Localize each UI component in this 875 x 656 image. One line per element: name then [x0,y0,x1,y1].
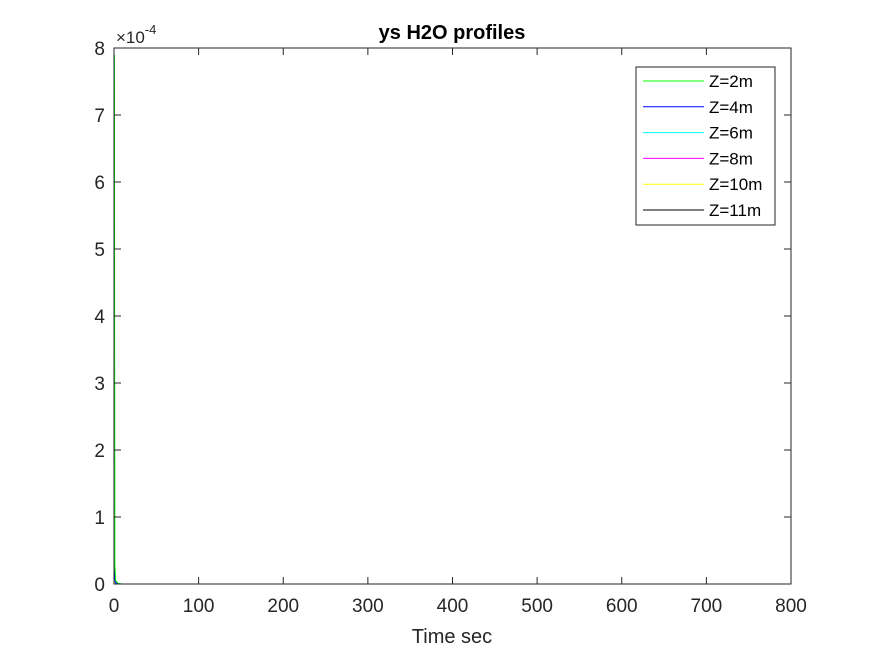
legend-box [635,66,776,226]
x-tick-label: 400 [437,596,469,617]
x-tick-label: 600 [606,596,638,617]
y-exponent-power: -4 [145,22,157,37]
x-tick-label: 800 [775,596,807,617]
legend-items: Z=2m Z=4m Z=6m Z=8m Z=10m Z=11m [643,72,762,220]
legend[interactable]: Z=2m Z=4m Z=6m Z=8m Z=10m Z=11m [635,66,776,226]
y-exponent-label: ×10-4 [116,22,156,47]
x-tick-label: 700 [691,596,723,617]
y-tick-label: 6 [94,173,105,194]
y-tick-label: 0 [94,575,105,596]
y-tick-label: 1 [94,508,105,529]
legend-label-z-8m: Z=8m [709,149,753,168]
y-tick-label: 5 [94,240,105,261]
tick-layer: 0 100 200 300 400 500 600 700 800 0 1 2 3 4 5 6 7 8 [94,39,806,617]
x-tick-label: 300 [352,596,384,617]
legend-label-z-6m: Z=6m [709,124,753,143]
y-tick-label: 3 [94,374,105,395]
chart-title: ys H2O profiles [379,22,526,44]
y-tick-label: 8 [94,39,105,60]
x-axis-label: Time sec [412,626,492,648]
x-tick-label: 500 [521,596,553,617]
y-exponent-base: ×10 [116,28,145,47]
legend-label-z-10m: Z=10m [709,175,762,194]
y-tick-label: 4 [94,307,105,328]
y-tick-label: 2 [94,441,105,462]
y-tick-label: 7 [94,106,105,127]
x-tick-label: 0 [109,596,120,617]
legend-label-z-4m: Z=4m [709,98,753,117]
legend-label-z-2m: Z=2m [709,72,753,91]
x-tick-label: 100 [183,596,215,617]
x-tick-label: 200 [267,596,299,617]
legend-label-z-11m: Z=11m [709,201,761,220]
